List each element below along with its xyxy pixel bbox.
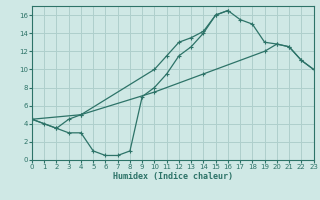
X-axis label: Humidex (Indice chaleur): Humidex (Indice chaleur) [113, 172, 233, 181]
